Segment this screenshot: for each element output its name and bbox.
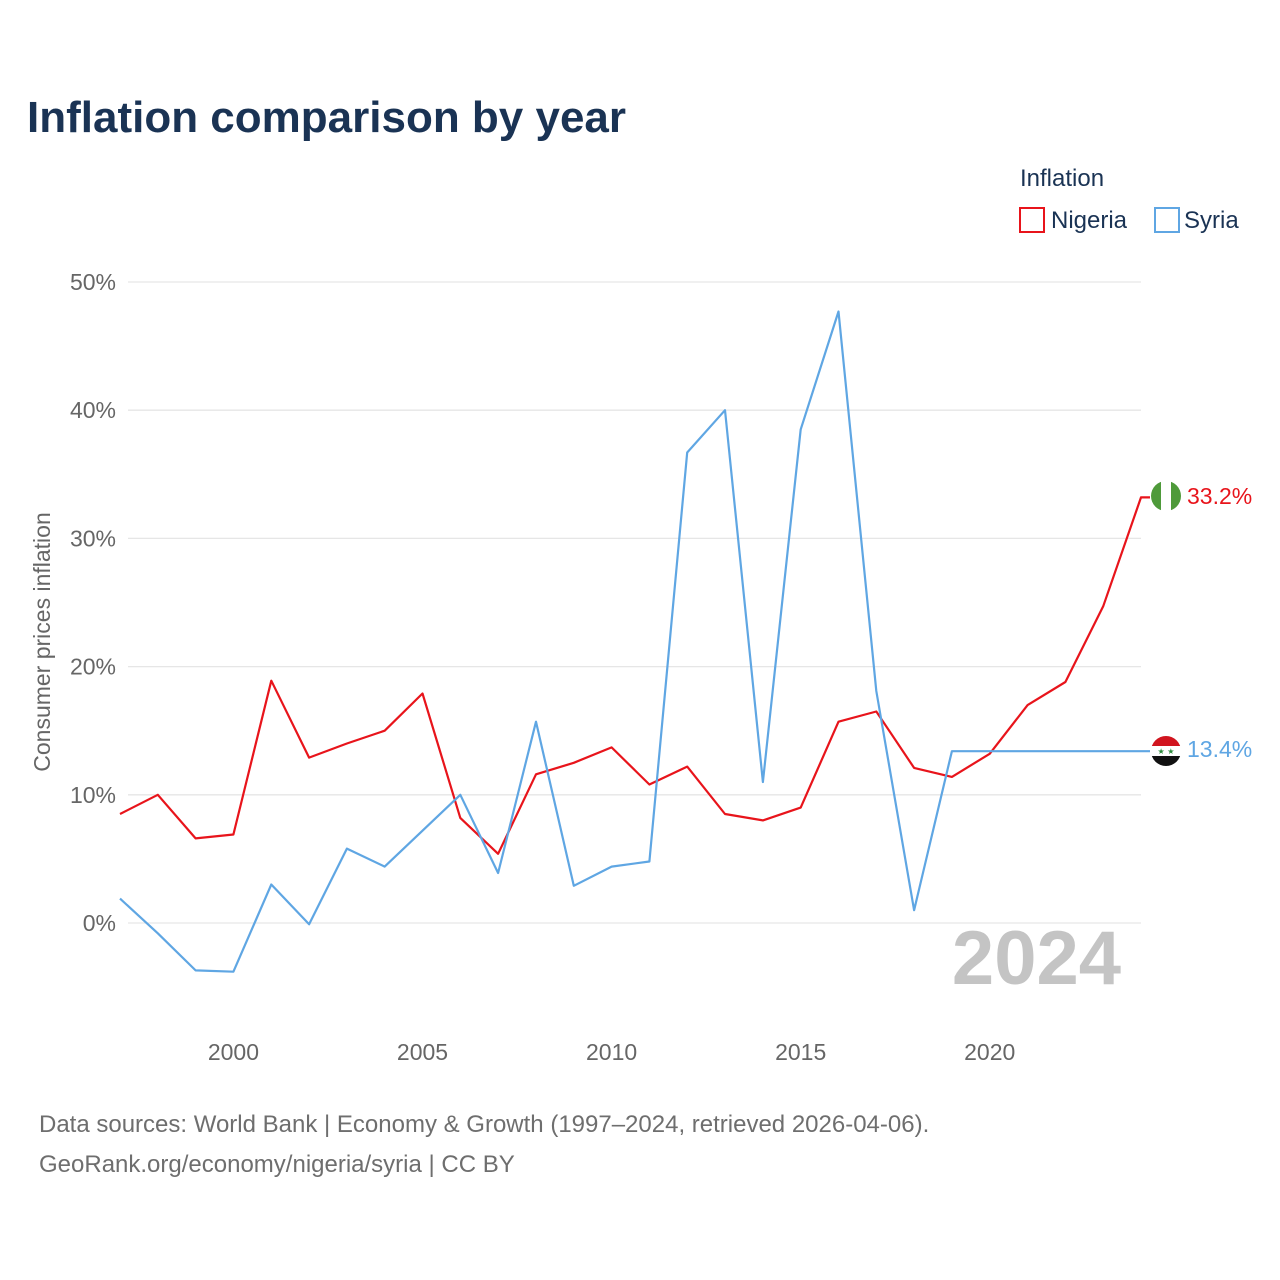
x-tick-label: 2010 [586,1039,637,1065]
syria-flag-icon: ★ ★ [1151,736,1181,766]
y-tick-label: 10% [70,782,116,808]
y-tick-label: 40% [70,397,116,423]
legend-label-nigeria[interactable]: Nigeria [1051,207,1128,234]
chart-title: Inflation comparison by year [27,93,626,142]
legend-title: Inflation [1020,165,1104,192]
syria-end-value: 13.4% [1187,736,1252,762]
source-line-2[interactable]: GeoRank.org/economy/nigeria/syria | CC B… [39,1151,515,1178]
y-tick-labels: 0% 10% 20% 30% 40% 50% [70,269,116,936]
svg-text:★ ★: ★ ★ [1158,747,1175,756]
series-line-syria[interactable] [119,310,1150,973]
current-year-label: 2024 [952,916,1121,1001]
y-tick-label: 30% [70,525,116,551]
nigeria-flag-icon [1151,481,1181,511]
x-tick-label: 2005 [397,1039,448,1065]
y-tick-label: 0% [83,910,116,936]
y-tick-label: 50% [70,269,116,295]
series-line-nigeria[interactable] [119,496,1150,855]
x-tick-label: 2000 [208,1039,259,1065]
legend-swatch-syria[interactable] [1154,207,1180,233]
source-link[interactable]: GeoRank.org/economy/nigeria/syria | CC B… [39,1151,515,1178]
gridlines [128,281,1141,924]
legend-swatch-nigeria[interactable] [1019,207,1045,233]
x-tick-labels: 2000 2005 2010 2015 2020 [208,1039,1015,1065]
legend-label-syria[interactable]: Syria [1184,207,1239,234]
y-axis-label: Consumer prices inflation [29,512,55,772]
source-line-1: Data sources: World Bank | Economy & Gro… [39,1111,929,1138]
nigeria-end-value: 33.2% [1187,483,1252,509]
x-tick-label: 2015 [775,1039,826,1065]
y-tick-label: 20% [70,654,116,680]
legend: Inflation Nigeria Syria [1019,165,1239,234]
series-lines [119,310,1150,973]
x-tick-label: 2020 [964,1039,1015,1065]
